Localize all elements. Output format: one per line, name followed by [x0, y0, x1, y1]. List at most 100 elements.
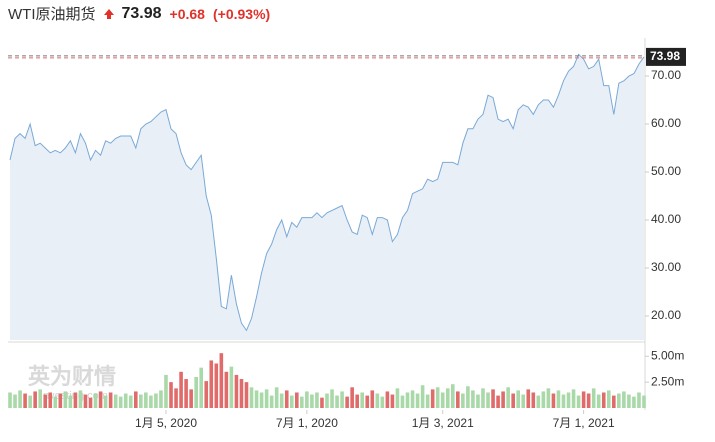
- x-tick-label: 7月 1, 2020: [276, 416, 338, 430]
- volume-bar: [159, 390, 163, 408]
- volume-bar: [486, 392, 490, 408]
- volume-bar: [199, 367, 204, 408]
- volume-bar: [274, 387, 279, 408]
- volume-bar: [224, 371, 229, 408]
- volume-bar: [501, 391, 505, 408]
- volume-bar: [164, 374, 168, 408]
- up-arrow: [103, 8, 114, 19]
- y-tick-label: 40.00: [651, 212, 681, 226]
- volume-bar: [596, 394, 601, 408]
- volume-bar: [33, 391, 37, 408]
- volume-bar: [73, 392, 78, 408]
- volume-bar: [98, 391, 103, 408]
- volume-bar: [491, 389, 495, 408]
- price: 73.98: [121, 4, 162, 22]
- volume-bar: [476, 394, 480, 408]
- volume-bar: [305, 391, 309, 408]
- volume-bar: [8, 392, 12, 408]
- volume-bar: [390, 394, 395, 408]
- volume-bar: [289, 395, 294, 408]
- volume-bar: [295, 392, 299, 408]
- watermark: 英为财情: [28, 364, 116, 389]
- volume-bar: [310, 394, 314, 408]
- volume-bar: [566, 392, 571, 408]
- volume-bar: [612, 395, 616, 408]
- volume-bar: [435, 387, 440, 408]
- volume-bar: [48, 392, 53, 408]
- change-pct: (+0.93%): [212, 5, 271, 22]
- volume-bar: [315, 392, 319, 408]
- volume-bar: [229, 366, 234, 408]
- change: +0.68: [169, 5, 205, 22]
- volume-bar: [118, 396, 123, 408]
- volume-bar: [632, 396, 636, 408]
- volume-bar: [300, 396, 304, 408]
- volume-bar: [88, 397, 93, 408]
- volume-bar: [586, 393, 591, 408]
- volume-bar: [581, 391, 586, 408]
- y-tick-label: 30.00: [651, 260, 681, 274]
- volume-bar: [108, 392, 113, 408]
- volume-bar: [93, 393, 98, 408]
- last-price-box: [646, 47, 686, 66]
- volume-bar: [541, 391, 546, 408]
- y-tick-label: 70.00: [651, 68, 681, 82]
- volume-bar: [365, 395, 370, 408]
- volume-bar: [380, 396, 385, 408]
- volume-bar: [556, 390, 561, 408]
- volume-bar: [617, 393, 621, 408]
- volume-bar: [239, 379, 244, 408]
- volume-bar: [58, 393, 63, 408]
- volume-bar: [642, 395, 646, 408]
- volume-bar: [601, 392, 606, 408]
- volume-bar: [103, 395, 108, 408]
- volume-bar: [254, 390, 259, 408]
- volume-bar: [38, 389, 42, 408]
- volume-bar: [531, 392, 536, 408]
- volume-bar: [456, 391, 460, 408]
- volume-bar: [516, 390, 521, 408]
- y-tick-label: 2.50m: [651, 374, 684, 388]
- volume-bar: [461, 393, 465, 408]
- volume-bar: [320, 397, 324, 408]
- volume-bar: [179, 371, 183, 408]
- volume-bar: [249, 387, 254, 408]
- volume-bar: [284, 390, 289, 408]
- volume-bar: [209, 360, 214, 408]
- y-tick-label: 20.00: [651, 308, 681, 322]
- volume-bar: [440, 392, 445, 408]
- volume-bar: [360, 392, 365, 408]
- volume-bar: [234, 374, 239, 408]
- volume-bar: [471, 390, 475, 408]
- volume-bar: [526, 389, 531, 408]
- volume-bar: [128, 395, 133, 408]
- volume-bar: [606, 390, 611, 408]
- volume-bar: [576, 395, 581, 408]
- volume-bar: [546, 388, 551, 408]
- volume-bar: [430, 389, 435, 408]
- volume-bar: [350, 387, 354, 408]
- volume-bar: [113, 394, 118, 408]
- volume-bar: [214, 363, 219, 408]
- volume-bar: [355, 394, 359, 408]
- volume-bar: [204, 381, 209, 408]
- volume-bar: [78, 390, 83, 408]
- volume-bar: [420, 385, 425, 408]
- volume-bar: [466, 386, 470, 408]
- volume-bar: [325, 393, 329, 408]
- volume-bar: [400, 395, 405, 408]
- volume-bar: [340, 391, 344, 408]
- volume-bar: [536, 395, 541, 408]
- volume-bar: [18, 390, 22, 408]
- y-tick-label: 50.00: [651, 164, 681, 178]
- volume-bar: [410, 390, 415, 408]
- volume-bar: [395, 388, 400, 408]
- volume-bar: [637, 392, 641, 408]
- volume-bar: [63, 391, 68, 408]
- volume-bar: [169, 382, 173, 408]
- x-tick-label: 1月 3, 2021: [412, 416, 474, 430]
- volume-bar: [370, 390, 375, 408]
- y-tick-label: 5.00m: [651, 348, 684, 362]
- volume-bar: [450, 384, 455, 408]
